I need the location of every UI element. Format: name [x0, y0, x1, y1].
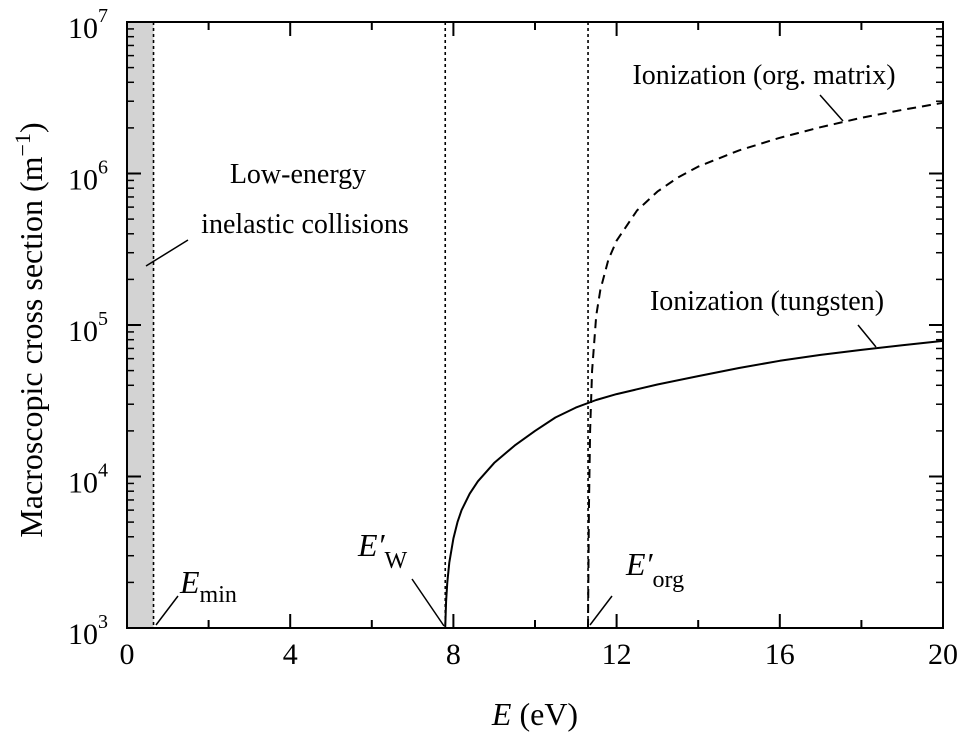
plot-frame [126, 21, 944, 629]
x-axis-title: E (eV) [491, 696, 578, 732]
x-tick-label: 8 [446, 638, 461, 671]
ticks-layer: 0 4 8 12 16 20 103 104 105 106 107 [68, 5, 958, 671]
series-layer [444, 101, 944, 629]
y-tick-label: 107 [68, 5, 108, 45]
x-tick-label: 0 [120, 638, 135, 671]
x-tick-label: 12 [602, 638, 632, 671]
emin-leader-line [155, 595, 179, 626]
y-tick-label: 106 [68, 157, 108, 197]
ionization-org-matrix-label: Ionization (org. matrix) [632, 60, 895, 91]
eorg-marker-label: E′org [625, 546, 684, 593]
series-line-org-matrix [587, 101, 944, 629]
x-tick-label: 4 [283, 638, 298, 671]
series-line-tungsten [444, 339, 944, 629]
y-axis-title: Macroscopic cross section (m−1) [10, 122, 49, 537]
ionization-tungsten-leader-line [857, 324, 877, 348]
low-energy-leader-line [145, 239, 189, 267]
x-tick-label: 20 [928, 638, 958, 671]
low-energy-label-line1: Low-energy [230, 159, 366, 190]
y-tick-label: 104 [68, 460, 108, 500]
eorg-leader-line [589, 595, 613, 626]
emin-marker-label: Emin [179, 564, 237, 608]
x-tick-label: 16 [765, 638, 795, 671]
ionization-tungsten-label: Ionization (tungsten) [650, 286, 884, 317]
low-energy-label-line2: inelastic collisions [201, 209, 409, 240]
ew-marker-label: E′W [357, 527, 408, 574]
ionization-org-leader-line [819, 94, 844, 122]
ew-leader-line [411, 578, 445, 627]
vertical-lines-layer [152, 22, 589, 628]
y-tick-label: 105 [68, 308, 108, 348]
y-tick-label: 103 [68, 611, 108, 651]
